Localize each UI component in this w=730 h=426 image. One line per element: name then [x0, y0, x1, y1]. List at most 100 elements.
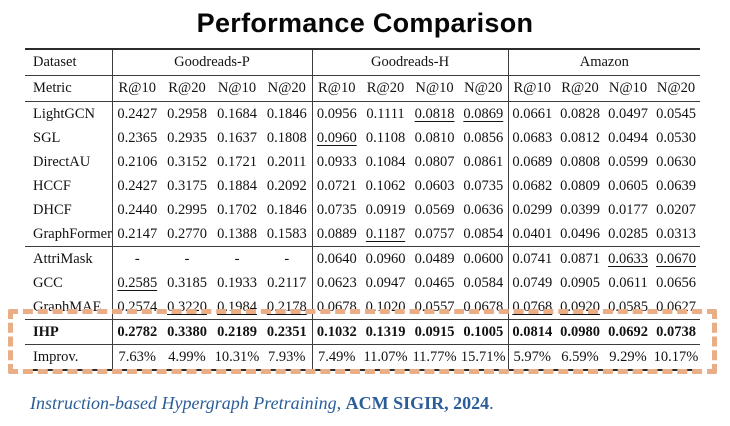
metric-value: 0.0611 — [608, 274, 648, 291]
metric-header: R@20 — [361, 75, 411, 102]
metric-value: 0.1005 — [459, 319, 509, 345]
metric-value: 0.3152 — [167, 153, 207, 170]
metric-value: 0.2427 — [117, 105, 158, 122]
table-row: DHCF 0.2440 0.2995 0.1702 0.1846 0.0735 0.0919… — [25, 198, 700, 222]
metric-value: - — [262, 246, 313, 271]
metric-value: 0.0920 — [556, 295, 605, 320]
metric-value: 0.0689 — [512, 153, 553, 170]
metric-value: 0.0177 — [608, 201, 648, 218]
table-body: LightGCN 0.2427 0.2958 0.1684 0.1846 0.0956 0.… — [25, 101, 701, 370]
metric-value: 0.0599 — [608, 153, 648, 170]
metric-header: R@10 — [508, 75, 557, 102]
metric-value: 0.1702 — [217, 201, 257, 218]
table-row: AttriMask - - - -0.0640 0.0960 0.0489 0.0600 0.0… — [25, 246, 700, 271]
metric-value: 0.1984 — [212, 295, 262, 320]
table-row: IHP 0.2782 0.3380 0.2189 0.2351 0.1032 0.1319 0… — [25, 319, 701, 345]
metric-header: N@20 — [459, 75, 509, 102]
metric-value: 0.2189 — [212, 319, 262, 345]
metric-value: 0.1884 — [217, 177, 257, 194]
table-row: HCCF 0.2427 0.3175 0.1884 0.2092 0.0721 0.1062… — [25, 174, 700, 198]
metric-value: 0.0682 — [512, 177, 553, 194]
metric-value: 0.1020 — [361, 295, 411, 320]
metric-value: 0.0768 — [508, 295, 557, 320]
metric-value: 0.1637 — [217, 129, 257, 146]
metric-header: N@20 — [652, 75, 701, 102]
metric-value: 0.0585 — [604, 295, 653, 320]
table-row: Improv. 7.63% 4.99% 10.31% 7.93% 7.49% 11.07% 1… — [25, 344, 700, 370]
metric-value: 0.0807 — [414, 153, 455, 170]
metric-value: 0.0871 — [560, 250, 600, 267]
metric-value: 0.1846 — [262, 101, 313, 126]
metric-value: 0.0640 — [316, 250, 357, 267]
metric-value: 0.0207 — [656, 201, 696, 218]
metric-value: 11.77% — [412, 348, 457, 365]
table-row: GCC 0.2585 0.3185 0.1933 0.2117 0.0623 0.0947 0… — [25, 271, 700, 295]
metric-value: 5.97% — [513, 348, 552, 365]
metric-value: 0.0905 — [560, 274, 600, 291]
metric-header: N@10 — [604, 75, 653, 102]
metric-value: 0.0584 — [459, 271, 509, 295]
metric-value: 0.1032 — [312, 319, 362, 345]
metric-value: 0.0636 — [459, 198, 509, 222]
model-name: DirectAU — [25, 150, 113, 174]
metric-value: 0.2440 — [117, 201, 158, 218]
metric-value: 0.0605 — [608, 177, 648, 194]
metric-value: 0.0661 — [512, 105, 553, 122]
metric-value: 0.0856 — [459, 126, 509, 150]
model-name: IHP — [25, 319, 113, 345]
metric-value: 0.0915 — [410, 319, 460, 345]
metric-value: 0.0810 — [414, 129, 455, 146]
metric-value: 6.59% — [561, 348, 599, 365]
metric-value: 10.31% — [214, 348, 260, 365]
metric-value: 0.0630 — [656, 153, 696, 170]
metric-value: 0.2574 — [112, 295, 162, 320]
performance-table: Dataset Goodreads-P Goodreads-H Amazon Metri… — [25, 48, 701, 371]
metric-value: 0.0812 — [560, 129, 600, 146]
metric-value: 0.0814 — [508, 319, 557, 345]
model-name: GCC — [25, 271, 113, 295]
metric-value: 0.0933 — [316, 153, 357, 170]
metric-value: 0.1846 — [262, 198, 313, 222]
metric-value: 0.0735 — [459, 174, 509, 198]
metric-value: 0.0854 — [459, 222, 509, 247]
metric-value: 0.0494 — [608, 129, 648, 146]
metric-value: 7.49% — [318, 348, 356, 365]
metric-value: 0.2351 — [262, 319, 313, 345]
metric-header: N@10 — [212, 75, 262, 102]
metric-value: 0.0401 — [508, 222, 557, 247]
metric-value: 0.0721 — [316, 177, 357, 194]
table-row: LightGCN 0.2427 0.2958 0.1684 0.1846 0.0956 0.… — [25, 101, 700, 126]
metric-value: 0.0656 — [656, 274, 696, 291]
metric-value: 0.0919 — [365, 201, 406, 218]
metric-value: 0.0960 — [365, 250, 406, 267]
metric-value: 0.2995 — [167, 201, 207, 218]
metric-value: 0.0313 — [652, 222, 701, 247]
metric-value: 0.2147 — [112, 222, 162, 247]
table-row: DirectAU 0.2106 0.3152 0.1721 0.2011 0.0933 0.… — [25, 150, 700, 174]
metric-value: 0.0633 — [608, 250, 648, 267]
metric-value: 0.2935 — [167, 129, 207, 146]
metric-value: 0.3175 — [167, 177, 207, 194]
metric-value: 0.1583 — [262, 222, 313, 247]
group-header: Amazon — [508, 49, 701, 76]
metric-value: 0.0623 — [316, 274, 357, 291]
metric-value: 0.0545 — [656, 105, 696, 122]
metric-header: R@20 — [556, 75, 605, 102]
page-title: Performance Comparison — [196, 8, 534, 38]
metric-value: 0.2011 — [262, 150, 313, 174]
metric-value: 0.0600 — [459, 246, 509, 271]
metric-value: 0.0670 — [656, 250, 696, 267]
metric-value: 7.63% — [118, 348, 156, 365]
metric-value: 0.1108 — [365, 129, 406, 146]
metric-value: 10.17% — [653, 348, 699, 365]
metric-value: 0.0809 — [560, 177, 600, 194]
metric-value: 0.0889 — [312, 222, 362, 247]
metric-value: 0.1808 — [262, 126, 313, 150]
metric-value: 0.1721 — [217, 153, 257, 170]
metric-value: 0.0735 — [316, 201, 357, 218]
metric-header: R@10 — [312, 75, 362, 102]
metric-value: 0.0738 — [652, 319, 701, 345]
metric-header: N@10 — [410, 75, 460, 102]
metric-value: 0.2585 — [117, 274, 158, 291]
metric-value: 0.0749 — [512, 274, 553, 291]
